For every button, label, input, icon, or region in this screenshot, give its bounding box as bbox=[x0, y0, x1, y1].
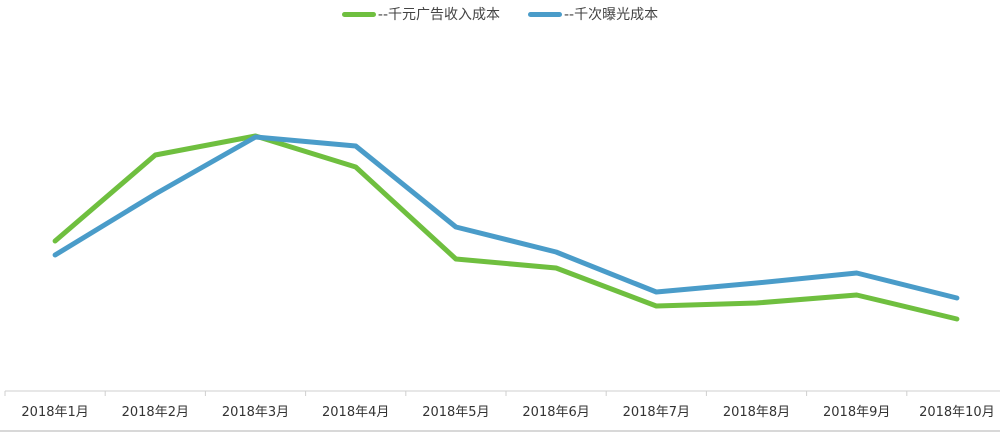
x-tick-label: 2018年9月 bbox=[823, 405, 890, 420]
legend-swatch-green bbox=[341, 11, 376, 17]
x-tick-label: 2018年5月 bbox=[422, 405, 489, 420]
series-lines bbox=[52, 133, 960, 322]
x-axis-labels: 2018年1月 2018年2月 2018年3月 2018年4月 2018年5月 2018年… bbox=[21, 405, 994, 420]
series-line-impression-cost bbox=[52, 134, 960, 301]
x-tick-label: 2018年2月 bbox=[122, 405, 189, 420]
series-line-ad-revenue-cost bbox=[52, 133, 960, 322]
x-tick-label: 2018年3月 bbox=[222, 405, 289, 420]
legend-swatch-blue bbox=[528, 11, 562, 17]
legend-label: --千元广告收入成本 bbox=[377, 7, 500, 23]
legend-label: --千次曝光成本 bbox=[564, 7, 659, 23]
legend-item-impression-cost[interactable]: --千次曝光成本 bbox=[528, 4, 658, 24]
x-axis-ticks bbox=[4, 391, 908, 396]
x-tick-label: 2018年10月 bbox=[919, 405, 995, 420]
x-tick-label: 2018年7月 bbox=[623, 405, 690, 420]
x-tick-label: 2018年8月 bbox=[723, 405, 790, 420]
x-tick-label: 2018年4月 bbox=[322, 405, 389, 420]
x-tick-label: 2018年1月 bbox=[21, 405, 88, 420]
legend-item-ad-revenue-cost[interactable]: --千元广告收入成本 bbox=[341, 4, 500, 24]
legend: --千元广告收入成本 --千次曝光成本 bbox=[0, 4, 1000, 24]
x-tick-label: 2018年6月 bbox=[522, 405, 589, 420]
